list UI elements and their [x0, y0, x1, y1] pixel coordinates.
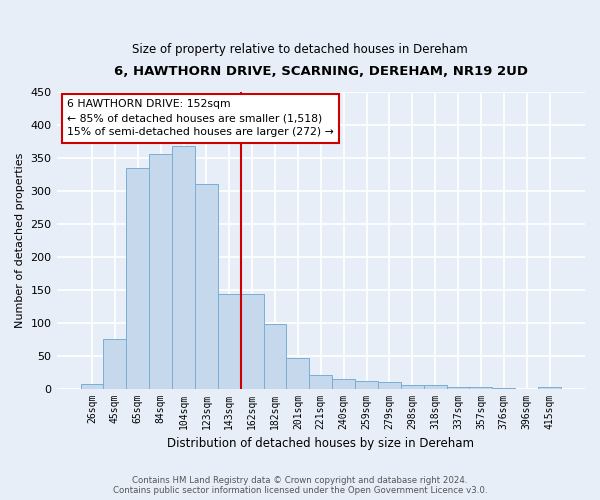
Bar	[80, 384, 103, 388]
Bar	[149, 154, 172, 388]
Title: 6, HAWTHORN DRIVE, SCARNING, DEREHAM, NR19 2UD: 6, HAWTHORN DRIVE, SCARNING, DEREHAM, NR…	[114, 65, 528, 78]
Text: 6 HAWTHORN DRIVE: 152sqm
← 85% of detached houses are smaller (1,518)
15% of sem: 6 HAWTHORN DRIVE: 152sqm ← 85% of detach…	[67, 99, 334, 137]
Bar	[332, 378, 355, 388]
Text: Contains HM Land Registry data © Crown copyright and database right 2024.
Contai: Contains HM Land Registry data © Crown c…	[113, 476, 487, 495]
Bar	[172, 146, 195, 388]
Bar	[424, 386, 446, 388]
Bar	[538, 386, 561, 388]
X-axis label: Distribution of detached houses by size in Dereham: Distribution of detached houses by size …	[167, 437, 474, 450]
Bar	[286, 358, 310, 388]
Bar	[310, 374, 332, 388]
Text: Size of property relative to detached houses in Dereham: Size of property relative to detached ho…	[132, 42, 468, 56]
Bar	[378, 382, 401, 388]
Bar	[401, 386, 424, 388]
Bar	[195, 184, 218, 388]
Bar	[241, 294, 263, 388]
Bar	[263, 324, 286, 388]
Y-axis label: Number of detached properties: Number of detached properties	[15, 152, 25, 328]
Bar	[127, 168, 149, 388]
Bar	[446, 386, 469, 388]
Bar	[218, 294, 241, 388]
Bar	[469, 387, 493, 388]
Bar	[355, 380, 378, 388]
Bar	[103, 339, 127, 388]
